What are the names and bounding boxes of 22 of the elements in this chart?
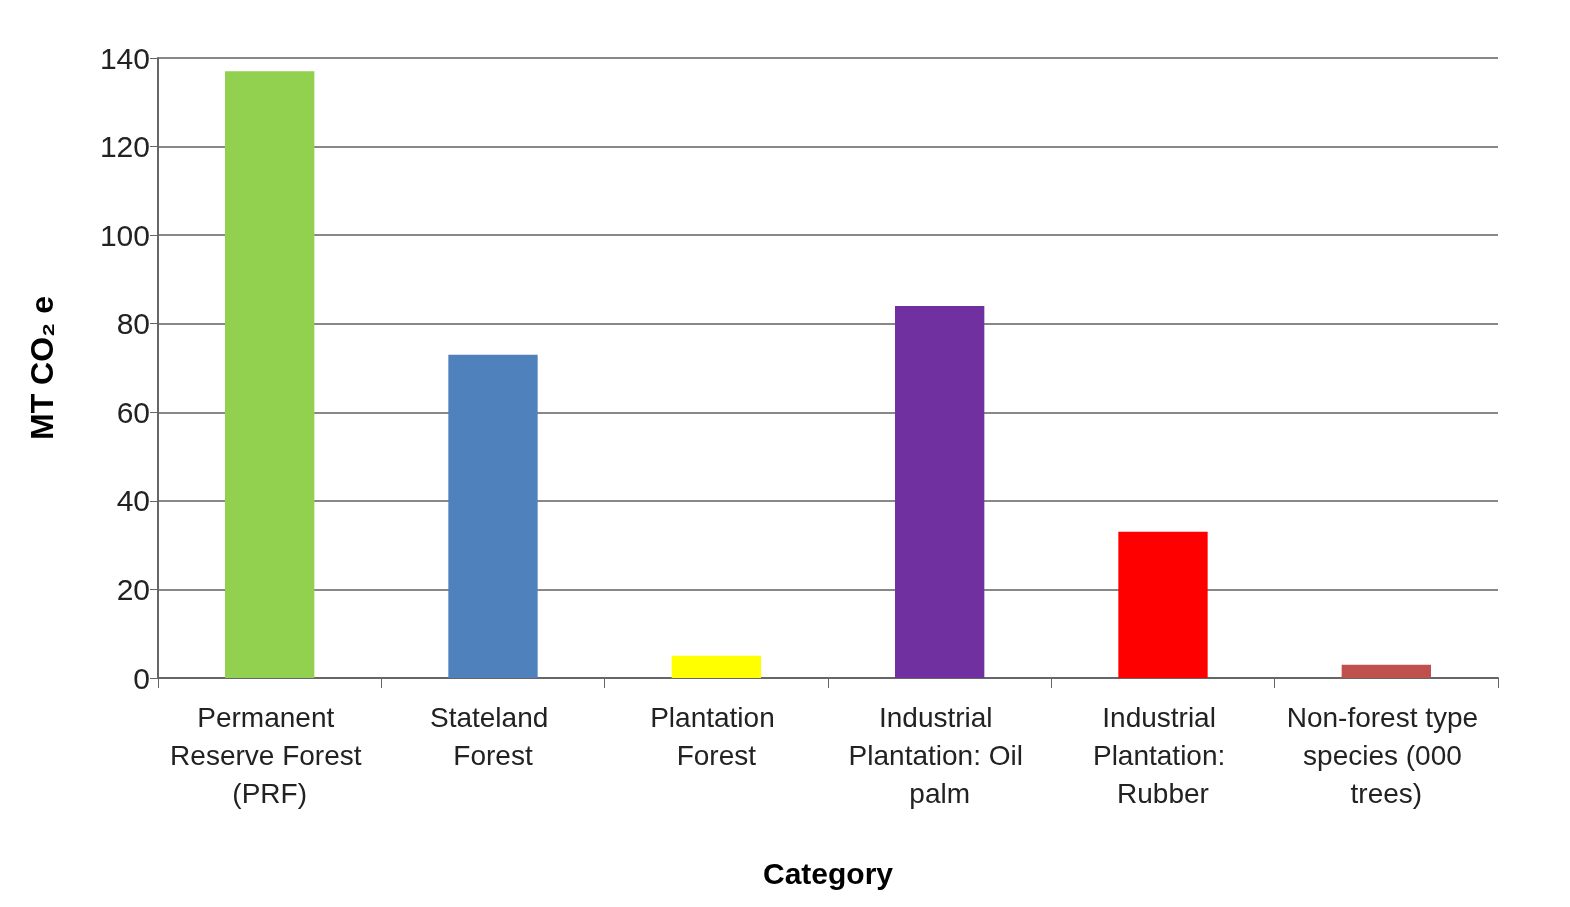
x-tick-label: Permanent Reserve Forest (PRF) [170, 701, 370, 809]
y-tick-label: 100 [99, 218, 150, 252]
bar [448, 354, 538, 678]
x-tick-label: Industrial Plantation: Rubber [1092, 701, 1234, 809]
x-axis-title: Category [762, 856, 894, 890]
y-tick-label: 80 [116, 307, 150, 341]
x-tick-label: Non-forest type species (000 trees) [1286, 701, 1486, 809]
bar [671, 655, 761, 678]
x-tick-label: Stateland Forest [429, 701, 557, 771]
x-tick-label: Industrial Plantation: Oil palm [848, 701, 1031, 809]
y-tick-label: 20 [116, 572, 150, 606]
y-tick-label: 0 [133, 661, 150, 695]
bar [1341, 664, 1431, 678]
x-tick-label: Plantation Forest [650, 701, 783, 771]
y-tick-label: 120 [99, 130, 150, 164]
bar [225, 71, 315, 678]
bar [895, 306, 985, 678]
y-tick-label: 40 [116, 484, 150, 518]
y-axis-title: MT CO₂ e [24, 296, 60, 440]
y-tick-label: 140 [99, 41, 150, 75]
y-tick-label: 60 [116, 395, 150, 429]
bar [1118, 531, 1208, 678]
